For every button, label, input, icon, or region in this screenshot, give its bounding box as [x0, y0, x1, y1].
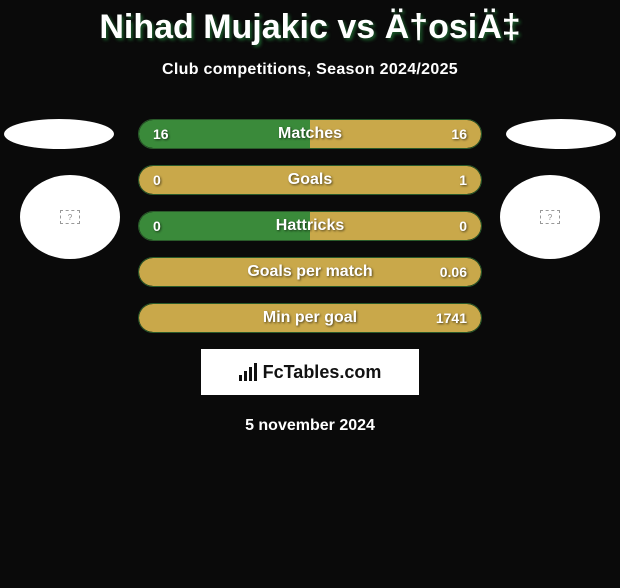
bar-value-right: 0 [459, 218, 467, 234]
site-logo: FcTables.com [201, 349, 419, 395]
stat-bar: Goals 0 1 [138, 165, 482, 195]
bar-label: Goals [288, 171, 332, 189]
left-flag-icon: ? [60, 210, 80, 224]
left-player-circle: ? [20, 175, 120, 259]
stat-bar: Matches 16 16 [138, 119, 482, 149]
stat-bar: Hattricks 0 0 [138, 211, 482, 241]
left-player-ellipse [4, 119, 114, 149]
date-line: 5 november 2024 [0, 417, 620, 435]
bar-label: Hattricks [276, 217, 344, 235]
right-flag-icon: ? [540, 210, 560, 224]
subtitle: Club competitions, Season 2024/2025 [0, 61, 620, 79]
right-player-ellipse [506, 119, 616, 149]
chart-icon [239, 363, 257, 381]
bar-value-right: 16 [451, 126, 467, 142]
right-player-circle: ? [500, 175, 600, 259]
bar-value-left: 0 [153, 172, 161, 188]
stat-bar: Goals per match 0.06 [138, 257, 482, 287]
bar-label: Min per goal [263, 309, 357, 327]
bar-value-right: 0.06 [440, 264, 467, 280]
bar-value-left: 0 [153, 218, 161, 234]
bar-value-right: 1 [459, 172, 467, 188]
comparison-content: ? ? Matches 16 16 Goals 0 1 Hattricks 0 0 Goals p… [0, 119, 620, 435]
logo-text: FcTables.com [263, 362, 382, 383]
stat-bars: Matches 16 16 Goals 0 1 Hattricks 0 0 Goals per m… [138, 119, 482, 333]
bar-value-left: 16 [153, 126, 169, 142]
stat-bar: Min per goal 1741 [138, 303, 482, 333]
page-title: Nihad Mujakic vs Ä†osiÄ‡ [0, 8, 620, 47]
bar-value-right: 1741 [436, 310, 467, 326]
bar-label: Goals per match [247, 263, 372, 281]
bar-label: Matches [278, 125, 342, 143]
